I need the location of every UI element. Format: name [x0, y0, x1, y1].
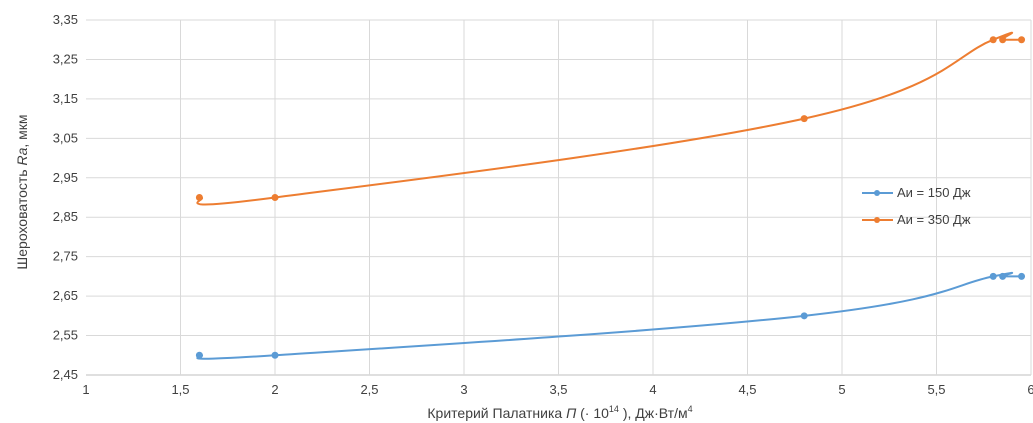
- grid: [86, 19, 1032, 376]
- y-tick-label: 2,85: [53, 209, 78, 224]
- data-point: [195, 351, 203, 359]
- series-2: [195, 31, 1026, 206]
- y-tick-label: 3,25: [53, 51, 78, 66]
- legend-item-series-2: Аи = 350 Дж: [862, 212, 971, 227]
- x-tick-label: 4: [649, 382, 656, 397]
- x-tick-label: 1: [82, 382, 89, 397]
- data-point: [271, 351, 279, 359]
- data-point: [800, 312, 808, 320]
- data-point: [989, 272, 997, 280]
- y-tick-label: 3,05: [53, 130, 78, 145]
- legend: Аи = 150 Дж Аи = 350 Дж: [862, 185, 971, 227]
- y-tick-label: 2,75: [53, 249, 78, 264]
- data-point: [271, 194, 279, 201]
- x-tick-label: 3: [460, 382, 467, 397]
- y-tick-label: 2,65: [53, 288, 78, 303]
- data-point: [999, 272, 1007, 280]
- x-tick-label: 1,5: [171, 382, 189, 397]
- legend-marker-series-2: [874, 217, 880, 223]
- x-tick-label: 6: [1027, 382, 1033, 397]
- y-tick-label: 2,55: [53, 328, 78, 343]
- y-axis-title: Шероховатость Ra, мкм: [14, 114, 30, 269]
- x-tick-label: 4,5: [738, 382, 756, 397]
- data-point: [1018, 36, 1026, 44]
- series-line-2: [196, 31, 1022, 206]
- x-tick-label: 3,5: [549, 382, 567, 397]
- data-point: [989, 36, 997, 44]
- data-point: [999, 36, 1007, 44]
- series-1: [195, 271, 1026, 360]
- legend-label-series-2: Аи = 350 Дж: [897, 212, 971, 227]
- y-tick-label: 2,45: [53, 367, 78, 382]
- x-tick-label: 5: [838, 382, 845, 397]
- y-axis-ticks: 2,45 2,55 2,65 2,75 2,85 2,95 3,05 3,15 3,25 3,35: [53, 12, 78, 382]
- y-tick-label: 2,95: [53, 170, 78, 185]
- legend-label-series-1: Аи = 150 Дж: [897, 185, 971, 200]
- x-tick-label: 2,5: [360, 382, 378, 397]
- data-point: [800, 115, 808, 123]
- x-tick-label: 2: [271, 382, 278, 397]
- x-tick-label: 5,5: [927, 382, 945, 397]
- y-tick-label: 3,15: [53, 91, 78, 106]
- legend-item-series-1: Аи = 150 Дж: [862, 185, 971, 200]
- data-point: [1018, 272, 1026, 280]
- y-tick-label: 3,35: [53, 12, 78, 27]
- x-axis-title: Критерий Палатника П (· 1014 ), Дж·Вт/м4: [427, 404, 692, 421]
- legend-marker-series-1: [874, 190, 880, 196]
- x-axis-ticks: 1 1,5 2 2,5 3 3,5 4 4,5 5 5,5 6: [82, 382, 1033, 397]
- series-layer: [195, 31, 1026, 360]
- data-point: [195, 194, 203, 201]
- series-line-1: [196, 271, 1022, 360]
